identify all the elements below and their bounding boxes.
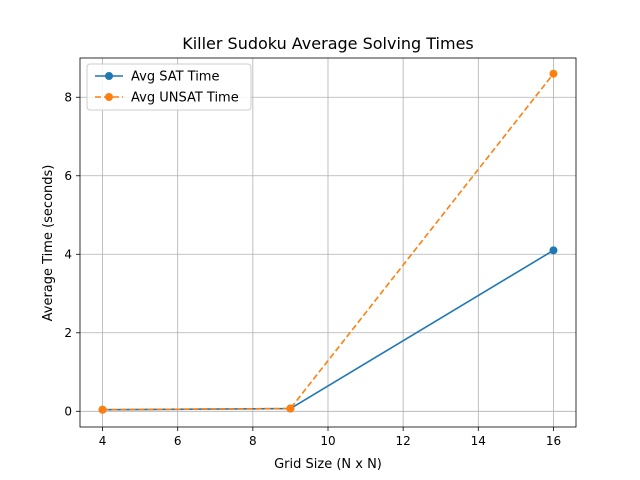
legend-box bbox=[86, 63, 252, 111]
chart-title: Killer Sudoku Average Solving Times bbox=[182, 34, 474, 53]
series-group bbox=[98, 69, 558, 414]
y-axis-ticks: 0 2 4 6 8 bbox=[64, 90, 80, 418]
series-line-1 bbox=[102, 73, 555, 411]
series-0-point bbox=[549, 246, 558, 255]
x-tick-label: 6 bbox=[174, 434, 182, 448]
y-tick-label: 6 bbox=[64, 169, 72, 183]
legend: Avg SAT Time Avg UNSAT Time bbox=[86, 63, 252, 111]
x-tick-label: 12 bbox=[396, 434, 411, 448]
y-tick-label: 0 bbox=[64, 404, 72, 418]
series-1-point bbox=[286, 404, 295, 413]
legend-marker-1 bbox=[105, 93, 113, 101]
x-tick-label: 8 bbox=[249, 434, 257, 448]
y-axis-label: Average Time (seconds) bbox=[41, 165, 56, 322]
grid bbox=[80, 58, 576, 427]
x-tick-label: 14 bbox=[471, 434, 486, 448]
plot-frame bbox=[79, 57, 577, 428]
legend-marker-0 bbox=[105, 72, 113, 80]
y-tick-label: 8 bbox=[64, 90, 72, 104]
legend-label-1: Avg UNSAT Time bbox=[131, 91, 239, 106]
legend-label-0: Avg SAT Time bbox=[131, 70, 219, 85]
x-axis-label: Grid Size (N x N) bbox=[274, 457, 382, 472]
x-tick-label: 4 bbox=[99, 434, 107, 448]
y-tick-label: 4 bbox=[64, 247, 72, 261]
series-1-point bbox=[549, 69, 558, 78]
x-tick-label: 10 bbox=[320, 434, 335, 448]
x-axis-ticks: 4 6 8 10 12 14 16 bbox=[99, 427, 561, 448]
x-tick-label: 16 bbox=[546, 434, 561, 448]
y-tick-label: 2 bbox=[64, 326, 72, 340]
series-1-point bbox=[98, 405, 107, 414]
